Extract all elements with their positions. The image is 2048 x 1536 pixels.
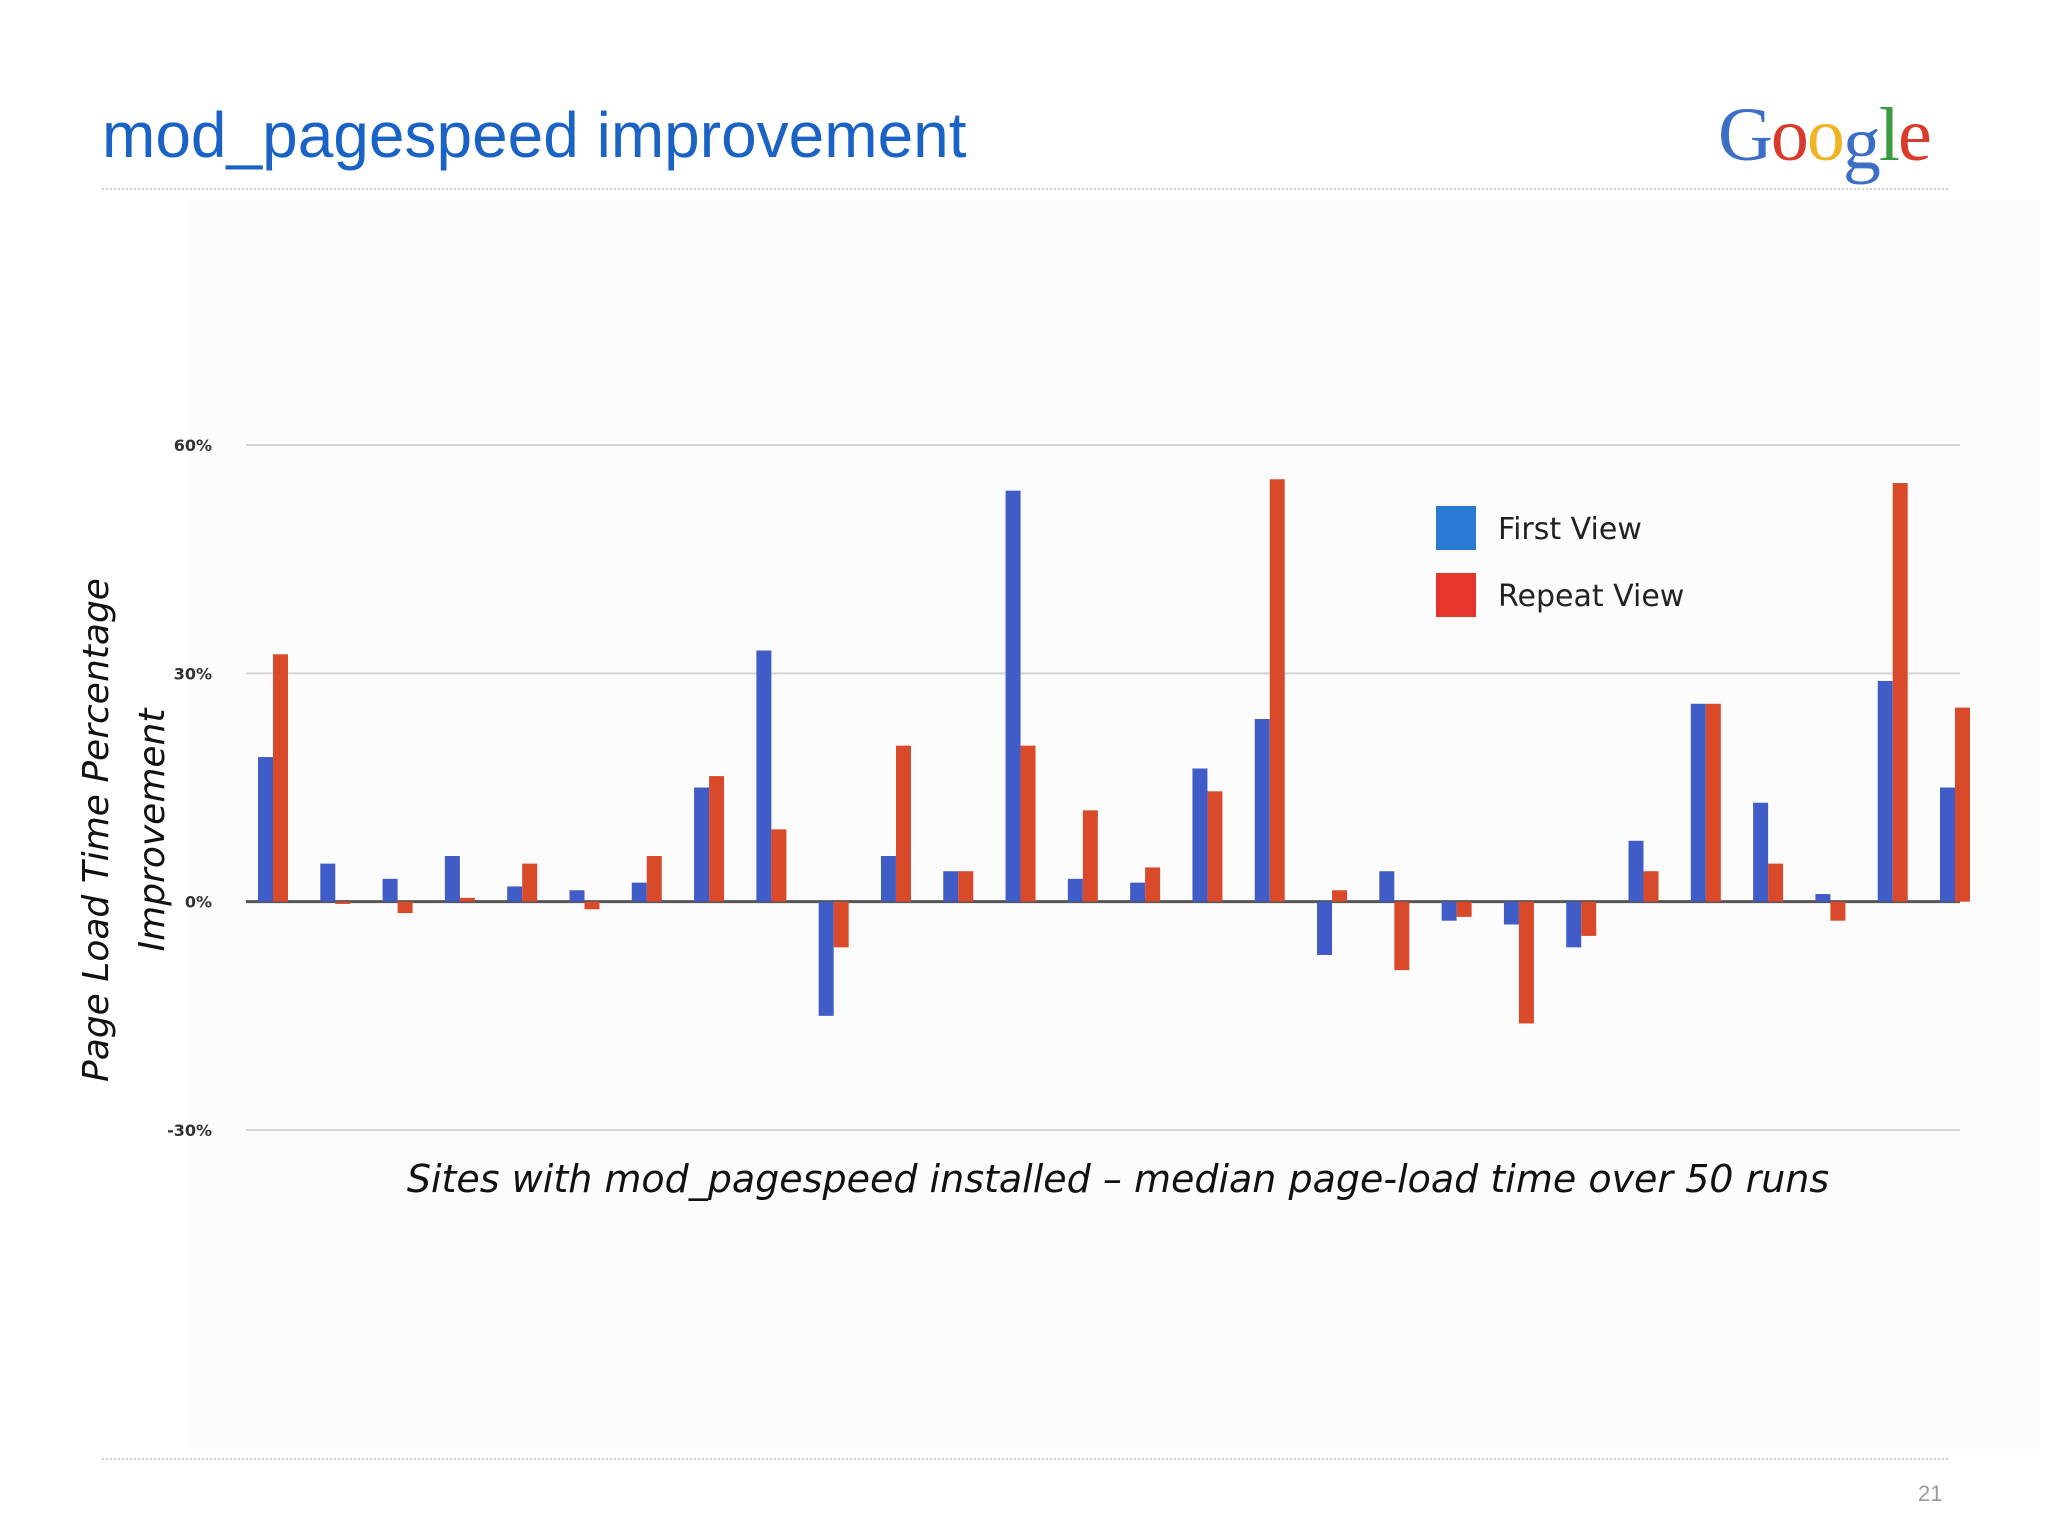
bar-repeat-view [1581, 901, 1597, 936]
bar-repeat-view [1768, 863, 1784, 902]
bar-repeat-view [1955, 707, 1970, 902]
chart-background [190, 200, 2040, 1450]
logo-letter: e [1898, 93, 1932, 177]
bar-repeat-view [397, 901, 413, 914]
bar-first-view [943, 871, 959, 902]
logo-letter: o [1806, 93, 1845, 177]
bar-first-view [1379, 871, 1395, 902]
bar-first-view [1441, 901, 1457, 921]
x-axis-label: Sites with mod_pagespeed installed – med… [407, 1157, 1829, 1201]
y-tick-label: 0% [185, 893, 212, 912]
bar-first-view [320, 863, 336, 902]
bar-first-view [258, 757, 273, 902]
bar-repeat-view [1269, 479, 1285, 902]
bar-first-view [1940, 787, 1955, 902]
bar-first-view [1005, 490, 1021, 902]
bar-repeat-view [584, 901, 600, 910]
legend-label-repeat-view: Repeat View [1498, 579, 1684, 614]
legend-label-first-view: First View [1498, 512, 1642, 547]
top-divider [102, 188, 1948, 190]
bar-first-view [1815, 894, 1831, 902]
bar-first-view [1067, 878, 1083, 902]
bar-repeat-view [522, 863, 538, 902]
bar-first-view [1690, 703, 1706, 902]
bar-first-view [569, 890, 585, 902]
bar-first-view [1628, 840, 1644, 902]
bar-repeat-view [958, 871, 974, 902]
bar-first-view [1254, 719, 1270, 902]
bar-repeat-view [1892, 483, 1908, 902]
bar-repeat-view [771, 829, 787, 902]
bar-repeat-view [1332, 890, 1348, 902]
bar-repeat-view [1082, 810, 1098, 902]
logo-letter: g [1842, 101, 1881, 185]
bar-repeat-view [459, 897, 475, 902]
bar-repeat-view [1207, 791, 1223, 902]
logo-letter: l [1878, 93, 1900, 177]
bar-first-view [382, 878, 398, 902]
bar-repeat-view [833, 901, 849, 948]
logo-letter: o [1770, 93, 1809, 177]
page-number: 21 [1918, 1481, 1943, 1506]
bar-first-view [694, 787, 710, 902]
bar-first-view [507, 886, 523, 902]
y-tick-label: -30% [167, 1121, 212, 1140]
bar-first-view [818, 901, 834, 1016]
bar-repeat-view [1643, 871, 1659, 902]
bar-repeat-view [895, 745, 911, 902]
legend-swatch-first-view [1436, 506, 1476, 550]
bar-repeat-view [709, 776, 725, 902]
bar-repeat-view [1830, 901, 1846, 921]
y-axis-label: Page Load Time Percentage [76, 578, 117, 1082]
bar-first-view [1192, 768, 1208, 902]
bar-repeat-view [1394, 901, 1410, 971]
bar-first-view [880, 856, 896, 902]
slide-title: mod_pagespeed improvement [102, 99, 967, 171]
legend-swatch-repeat-view [1436, 573, 1476, 617]
bar-repeat-view [1518, 901, 1534, 1024]
bar-first-view [1877, 680, 1893, 902]
bar-repeat-view [1020, 745, 1036, 902]
y-tick-label: 30% [174, 664, 212, 683]
y-tick-label: 60% [174, 436, 212, 455]
bar-first-view [1503, 901, 1519, 925]
bar-repeat-view [273, 654, 288, 902]
bar-repeat-view [1145, 867, 1161, 902]
bar-first-view [444, 856, 460, 902]
bar-first-view [756, 650, 772, 902]
bar-repeat-view [646, 856, 662, 902]
bar-first-view [1317, 901, 1333, 955]
bottom-divider [102, 1458, 1948, 1460]
bar-first-view [1130, 882, 1146, 902]
bar-first-view [1566, 901, 1582, 948]
bar-first-view [631, 882, 647, 902]
bar-first-view [1753, 802, 1769, 902]
bar-repeat-view [1456, 901, 1472, 917]
logo-letter: G [1718, 93, 1773, 177]
bar-repeat-view [1705, 703, 1721, 902]
y-axis-label-line-2: Improvement [132, 707, 173, 952]
bar-repeat-view [335, 901, 351, 904]
google-logo: Google [1718, 92, 1932, 185]
